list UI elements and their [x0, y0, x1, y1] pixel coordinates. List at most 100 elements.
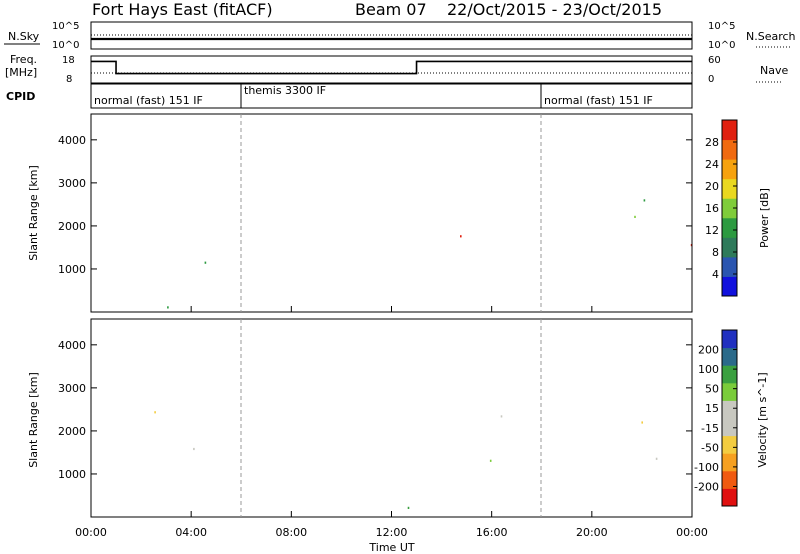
- colorbar-swatch: [722, 418, 737, 437]
- beam-label: Beam 07: [355, 0, 427, 19]
- colorbar-swatch: [722, 256, 737, 277]
- cpid-strip: CPID normal (fast) 151 IF themis 3300 IF…: [6, 83, 693, 109]
- colorbar-swatch: [722, 237, 737, 258]
- colorbar-tick-label: -15: [701, 422, 719, 435]
- colorbar-tick-label: 20: [705, 180, 719, 193]
- y-tick-label: 1000: [58, 468, 86, 481]
- x-tick-label: 20:00: [576, 526, 608, 539]
- colorbar-swatch: [722, 276, 737, 297]
- nsearch-label: N.Search: [746, 30, 796, 43]
- power-colorbar: 4 8 12 16 20 24 28: [705, 119, 738, 297]
- colorbar-tick-label: 4: [712, 268, 719, 281]
- colorbar-tick-label: 12: [705, 224, 719, 237]
- colorbar-tick-label: 8: [712, 246, 719, 259]
- scatter-point: [460, 235, 462, 238]
- nsky-tick-bottom: 10^0: [52, 40, 79, 51]
- y-tick-label: 4000: [58, 134, 86, 147]
- cpid-segment-2: themis 3300 IF: [244, 84, 326, 97]
- velocity-panel: 1000 2000 3000 4000 Slant Range [km] 200 100…: [27, 318, 769, 518]
- x-tick-label: 16:00: [476, 526, 508, 539]
- freq-label-line1: Freq.: [10, 53, 37, 66]
- frequency-trace: [91, 60, 692, 75]
- x-axis-ticks: 00:00 04:00 08:00 12:00 16:00 20:00 00:00: [75, 306, 708, 539]
- colorbar-tick-label: 200: [698, 344, 719, 357]
- nsearch-tick-bottom: 10^0: [708, 40, 735, 51]
- freq-tick-bottom: 8: [66, 74, 72, 85]
- nsearch-tick-top: 10^5: [708, 21, 735, 32]
- freq-tick-top: 18: [62, 55, 75, 66]
- y-tick-label: 2000: [58, 220, 86, 233]
- colorbar-swatch: [722, 400, 737, 419]
- nsky-label: N.Sky: [8, 30, 40, 43]
- colorbar-frame: [721, 329, 738, 507]
- colorbar-tick-label: -100: [694, 461, 719, 474]
- colorbar-tick-label: 100: [698, 363, 719, 376]
- colorbar-tick-label: -200: [694, 480, 719, 493]
- velocity-ylabel: Slant Range [km]: [27, 372, 40, 468]
- x-tick-label: 12:00: [376, 526, 408, 539]
- colorbar-swatch: [722, 382, 737, 401]
- x-axis-label: Time UT: [368, 541, 414, 554]
- colorbar-tick-label: -50: [701, 441, 719, 454]
- nsky-panel: N.Sky 10^5 10^0 10^5 10^0 N.Search: [4, 21, 796, 51]
- colorbar-swatch: [722, 330, 737, 349]
- scatter-point: [643, 199, 646, 202]
- scatter-point: [634, 215, 636, 218]
- scatter-point: [655, 457, 658, 460]
- nave-label: Nave: [760, 64, 788, 77]
- colorbar-tick-label: 50: [705, 383, 719, 396]
- power-scatter: [167, 199, 693, 309]
- scatter-point: [193, 447, 195, 451]
- scatter-point: [167, 306, 169, 309]
- colorbar-swatch: [722, 120, 737, 141]
- colorbar-tick-label: 28: [705, 136, 719, 149]
- cpid-segment-1: normal (fast) 151 IF: [94, 94, 203, 107]
- nave-tick-top: 60: [708, 55, 721, 66]
- cpid-label: CPID: [6, 90, 35, 103]
- date-range: 22/Oct/2015 - 23/Oct/2015: [447, 0, 662, 19]
- station-title: Fort Hays East (fitACF): [92, 0, 273, 19]
- x-tick-label: 08:00: [275, 526, 307, 539]
- x-tick-label: 04:00: [175, 526, 207, 539]
- colorbar-tick-label: 24: [705, 158, 719, 171]
- x-tick-label: 00:00: [75, 526, 107, 539]
- colorbar-tick-label: 16: [705, 202, 719, 215]
- scatter-point: [641, 421, 643, 424]
- colorbar-swatch: [722, 139, 737, 160]
- scatter-point: [500, 415, 503, 418]
- y-tick-label: 3000: [58, 177, 86, 190]
- scatter-point: [489, 459, 492, 462]
- nave-tick-bottom: 0: [708, 74, 714, 85]
- colorbar-swatch: [722, 470, 737, 489]
- freq-label-line2: [MHz]: [5, 66, 37, 79]
- scatter-point: [407, 506, 410, 509]
- scatter-point: [154, 411, 156, 414]
- colorbar-swatch: [722, 178, 737, 199]
- velocity-colorbar-label: Velocity [m s^-1]: [756, 372, 769, 467]
- colorbar-swatch: [722, 365, 737, 384]
- colorbar-swatch: [722, 198, 737, 219]
- colorbar-swatch: [722, 488, 737, 507]
- power-ylabel: Slant Range [km]: [27, 165, 40, 261]
- power-panel: 1000 2000 3000 4000 Slant Range [km] 4 8 12 16…: [27, 113, 771, 313]
- velocity-scatter: [154, 411, 658, 509]
- power-colorbar-label: Power [dB]: [758, 188, 771, 248]
- y-tick-label: 1000: [58, 263, 86, 276]
- y-tick-label: 2000: [58, 425, 86, 438]
- y-tick-label: 3000: [58, 382, 86, 395]
- colorbar-swatch: [722, 453, 737, 472]
- colorbar-tick-label: 15: [705, 402, 719, 415]
- x-tick-label: 00:00: [676, 526, 708, 539]
- velocity-y-ticks: 1000 2000 3000 4000: [58, 339, 692, 481]
- colorbar-swatch: [722, 347, 737, 366]
- power-y-ticks: 1000 2000 3000 4000: [58, 134, 692, 276]
- scatter-point: [204, 261, 207, 264]
- velocity-colorbar: 200 100 50 15 -15 -50 -100 -200: [694, 329, 738, 507]
- colorbar-swatch: [722, 217, 737, 238]
- colorbar-swatch: [722, 435, 737, 454]
- nsky-tick-top: 10^5: [52, 21, 79, 32]
- colorbar-swatch: [722, 159, 737, 180]
- cpid-segment-3: normal (fast) 151 IF: [544, 94, 653, 107]
- freq-panel: Freq. [MHz] 18 8 60 0 Nave: [5, 53, 788, 85]
